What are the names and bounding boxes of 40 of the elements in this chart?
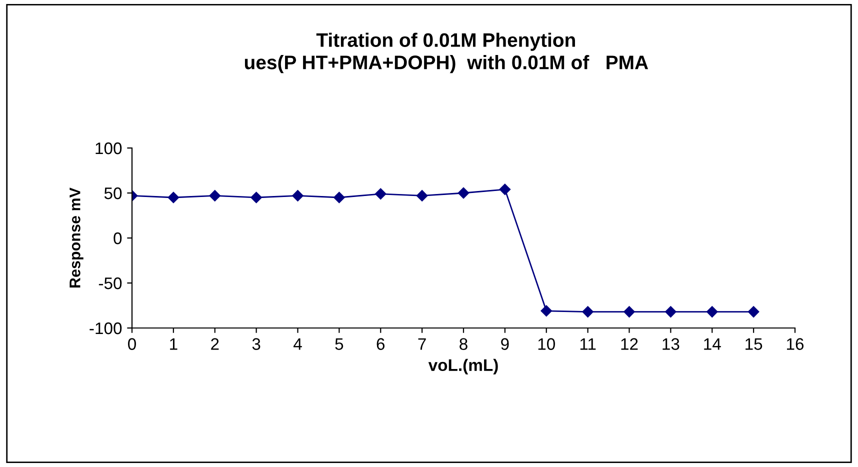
x-tick-label: 8 [460, 338, 468, 350]
x-tick-label: 13 [662, 338, 680, 350]
x-tick-label: 12 [621, 338, 638, 350]
point [499, 184, 511, 196]
x-tick-label: 9 [501, 338, 509, 350]
point [416, 190, 428, 202]
point [250, 192, 262, 204]
point [748, 306, 760, 318]
point [209, 190, 220, 202]
x-tick-label: 11 [580, 338, 596, 350]
y-tick-label: -100 [90, 322, 122, 334]
x-tick-label: 6 [376, 338, 385, 350]
chart-title: Titration of 0.01M Phenytion ues(P HT+PMA+DOPH) with 0.01M of PMA [244, 32, 648, 74]
y-axis-title: Response mV [70, 188, 84, 288]
point [168, 192, 180, 204]
x-tick-label: 1 [170, 338, 178, 350]
x-tick-label: 2 [211, 338, 219, 350]
x-tick-label: 10 [538, 338, 555, 350]
point [458, 187, 470, 199]
point [706, 306, 718, 318]
x-tick-label: 5 [335, 338, 344, 350]
y-tick-label: 100 [96, 142, 122, 154]
point [540, 305, 552, 317]
point [624, 306, 635, 318]
x-tick-label: 15 [746, 338, 762, 350]
point [292, 190, 304, 202]
x-axis-title: voL.(mL) [428, 358, 498, 374]
y-tick-label: 0 [114, 232, 122, 244]
point [334, 192, 345, 204]
x-tick-label: 0 [128, 338, 136, 350]
point [375, 188, 386, 200]
x-tick-label: 16 [787, 338, 804, 350]
y-tick-label: -50 [98, 277, 122, 290]
x-tick-label: 4 [294, 338, 302, 350]
x-tick-label: 14 [704, 338, 721, 350]
y-tick-label: 50 [104, 187, 122, 200]
x-tick-label: 7 [418, 338, 426, 350]
point [665, 306, 676, 318]
point [582, 306, 594, 318]
x-tick-label: 3 [252, 338, 260, 350]
